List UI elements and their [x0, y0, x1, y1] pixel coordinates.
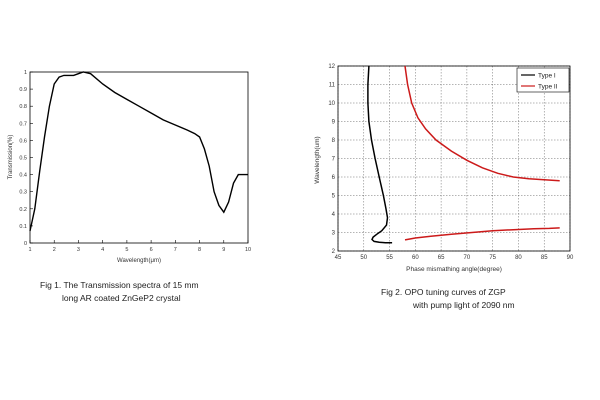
chart1-xtick-label: 1 [28, 247, 31, 253]
chart1-xlabel: Wavelength(μm) [117, 258, 161, 264]
chart1-xtick-label: 8 [198, 247, 201, 253]
chart2-xtick-label: 60 [412, 255, 419, 261]
chart1-ylabel: Transmission(%) [8, 135, 14, 180]
chart2-ytick-label: 5 [332, 194, 336, 200]
chart1-xtick-label: 7 [174, 247, 177, 253]
legend-label-type-i: Type I [538, 73, 556, 80]
legend-box [516, 67, 570, 93]
chart2-xtick-label: 85 [541, 255, 548, 261]
chart2-xtick-label: 90 [567, 255, 574, 261]
chart2-legend: Type I Type II [516, 67, 570, 93]
chart1-ytick-label: 0.1 [19, 224, 27, 230]
fig1-caption-line2: long AR coated ZnGeP2 crystal [62, 293, 181, 303]
chart2-xtick-label: 45 [335, 255, 342, 261]
chart1-xtick-label: 6 [150, 247, 153, 253]
chart2-xtick-label: 80 [515, 255, 522, 261]
chart2-xlabel: Phase mismathing angle(degree) [406, 266, 502, 273]
chart1-ytick-label: 0.5 [19, 156, 27, 162]
type-ii-curve [404, 65, 560, 182]
type-ii-curve [404, 227, 560, 241]
chart2-ytick-label: 2 [332, 249, 336, 255]
fig1-caption-line1: Fig 1. The Transmission spectra of 15 mm [40, 280, 199, 290]
chart2-ytick-label: 10 [328, 101, 335, 107]
chart1-xtick-label: 4 [101, 247, 104, 253]
chart2-ytick-label: 4 [332, 212, 336, 218]
chart1-ytick-label: 0.9 [19, 87, 27, 93]
chart2-ytick-label: 3 [332, 231, 336, 237]
fig2-caption-line1: Fig 2. OPO tuning curves of ZGP [381, 287, 506, 297]
chart2-frame [337, 65, 571, 252]
chart1-ytick-label: 0.6 [19, 138, 27, 144]
chart1-ytick-label: 0 [24, 241, 27, 247]
chart1-ytick-label: 0.7 [19, 121, 27, 127]
chart1-xtick-label: 2 [53, 247, 56, 253]
chart2-ytick-label: 12 [328, 64, 335, 70]
chart2-ytick-label: 9 [332, 120, 336, 126]
chart2-xtick-label: 65 [438, 255, 445, 261]
chart1-ytick-label: 0.4 [19, 173, 27, 179]
chart2-xtick-label: 75 [489, 255, 496, 261]
chart2-ytick-label: 11 [329, 83, 336, 89]
chart1-xtick-label: 3 [77, 247, 80, 253]
fig2-caption-line2: with pump light of 2090 nm [413, 300, 515, 310]
chart1-xtick-label: 5 [125, 247, 128, 253]
chart2-ytick-label: 7 [332, 157, 336, 163]
fig1-caption: Fig 1. The Transmission spectra of 15 mm… [40, 279, 199, 305]
chart2-xtick-label: 50 [360, 255, 367, 261]
chart1-ytick-label: 0.2 [19, 207, 27, 213]
chart1-ytick-label: 0.3 [19, 190, 27, 196]
transmission-series-line [29, 71, 248, 232]
chart1-xtick-label: 10 [245, 247, 251, 253]
chart2-ylabel: Wavelength(um) [314, 136, 321, 183]
chart1-ytick-label: 0.8 [19, 104, 27, 110]
chart2-xtick-label: 55 [386, 255, 393, 261]
chart2-xtick-label: 70 [464, 255, 471, 261]
fig2-caption: Fig 2. OPO tuning curves of ZGP with pum… [381, 286, 515, 312]
chart1-ytick-label: 1 [24, 70, 27, 76]
type-i-curve [367, 65, 393, 244]
chart2-ytick-label: 6 [332, 175, 336, 181]
chart2-ytick-label: 8 [332, 138, 336, 144]
legend-label-type-ii: Type II [538, 84, 558, 91]
chart1-xtick-label: 9 [222, 247, 225, 253]
